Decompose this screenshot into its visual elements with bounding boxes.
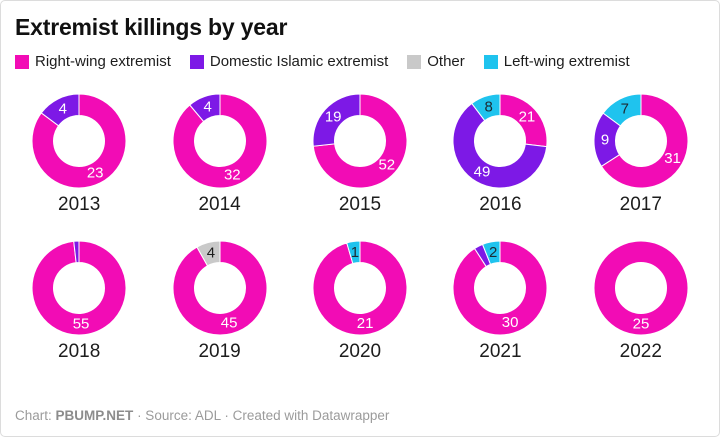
chart-footer: Chart: PBUMP.NET · Source: ADL · Created… — [1, 398, 719, 436]
slice-value-label: 25 — [632, 316, 649, 333]
pie-slice-left-wing-extremist — [346, 240, 361, 265]
donut-2022: 25 2022 — [571, 240, 711, 363]
slice-value-label: 21 — [519, 109, 536, 126]
donut-chart-2017: 31 97 — [593, 93, 689, 189]
slice-value-label: 31 — [664, 150, 681, 167]
legend-label: Domestic Islamic extremist — [209, 53, 389, 71]
slice-value-label: 7 — [620, 101, 628, 118]
legend-label: Right-wing extremist — [35, 53, 171, 71]
donut-chart-2018: 55 — [31, 240, 127, 336]
donut-2016: 21 49 8 2016 — [430, 93, 570, 216]
donut-grid: 23 4 2013 32 4 2014 52 19 2015 21 49 8 2016 31 9 7 2017 5… — [9, 93, 711, 363]
donut-chart-2019: 45 4 — [172, 240, 268, 336]
pie-slice-right-wing-extremist — [452, 240, 548, 336]
donut-2021: 30 2 2021 — [430, 240, 570, 363]
slice-value-label: 8 — [485, 99, 493, 116]
year-label: 2020 — [338, 341, 382, 363]
slice-value-label: 55 — [73, 316, 90, 333]
year-label: 2014 — [198, 194, 241, 216]
pie-slice-right-wing-extremist — [312, 240, 408, 336]
year-label: 2016 — [479, 194, 522, 216]
legend-label: Other — [427, 53, 465, 71]
pie-slice-left-wing-extremist — [482, 240, 501, 266]
donut-chart-2013: 23 4 — [31, 93, 127, 189]
footer-chart-label: Chart: — [15, 408, 52, 423]
donut-2013: 23 4 2013 — [9, 93, 149, 216]
chart-title: Extremist killings by year — [15, 14, 288, 40]
donut-2019: 45 4 2019 — [149, 240, 289, 363]
pie-slice-domestic-islamic-extremist — [40, 93, 80, 127]
donut-chart-2022: 25 — [593, 240, 689, 336]
pie-slice-domestic-islamic-extremist — [188, 93, 221, 123]
footer-source-attribution: · Source: ADL · Created with Datawrapper — [137, 408, 390, 423]
donut-2020: 21 1 2020 — [290, 240, 430, 363]
donut-chart-2014: 32 4 — [172, 93, 268, 189]
slice-value-label: 19 — [325, 109, 342, 126]
year-label: 2021 — [479, 341, 522, 363]
slice-value-label: 49 — [474, 164, 491, 181]
year-label: 2019 — [198, 341, 241, 363]
slice-value-label: 45 — [220, 315, 237, 332]
year-label: 2022 — [619, 341, 662, 363]
legend-item-domestic-islamic-extremist: Domestic Islamic extremist — [189, 53, 389, 71]
donut-2018: 55 2018 — [9, 240, 149, 363]
pie-slice-domestic-islamic-extremist — [73, 240, 80, 264]
legend-label: Left-wing extremist — [503, 53, 630, 71]
slice-value-label: 23 — [87, 165, 104, 182]
legend-item-right-wing-extremist: Right-wing extremist — [15, 53, 171, 70]
pie-slice-domestic-islamic-extremist — [452, 103, 548, 189]
pie-slice-right-wing-extremist — [593, 240, 689, 336]
donut-chart-2020: 21 1 — [312, 240, 408, 336]
pie-slice-right-wing-extremist — [172, 93, 268, 189]
footer-credit: PBUMP.NET — [55, 408, 134, 423]
slice-value-label: 21 — [357, 316, 374, 333]
legend-swatch-other — [407, 54, 422, 69]
year-label: 2015 — [338, 194, 382, 216]
slice-value-label: 1 — [351, 244, 359, 261]
legend-swatch-right-wing-extremist — [15, 54, 29, 69]
donut-2017: 31 9 7 2017 — [571, 93, 711, 216]
slice-value-label: 4 — [59, 101, 67, 118]
donut-chart-2015: 52 19 — [312, 93, 408, 189]
year-label: 2013 — [58, 194, 101, 216]
slice-value-label: 9 — [601, 132, 609, 149]
legend-swatch-domestic-islamic-extremist — [189, 54, 204, 69]
pie-slice-right-wing-extremist — [172, 240, 268, 336]
slice-value-label: 4 — [206, 245, 214, 262]
slice-value-label: 4 — [203, 99, 211, 116]
legend: Right-wing extremist Domestic Islamic ext… — [15, 53, 705, 70]
legend-swatch-left-wing-extremist — [483, 54, 498, 69]
year-label: 2018 — [58, 341, 101, 363]
pie-slice-right-wing-extremist — [31, 240, 127, 336]
slice-value-label: 30 — [502, 314, 519, 331]
donut-2015: 52 19 2015 — [290, 93, 430, 216]
slice-value-label: 52 — [378, 157, 395, 174]
slice-value-label: 2 — [489, 245, 497, 262]
pie-slice-right-wing-extremist — [312, 93, 408, 189]
year-label: 2017 — [619, 194, 662, 216]
pie-slice-domestic-islamic-extremist — [312, 93, 361, 148]
pie-slice-left-wing-extremist — [471, 93, 501, 122]
legend-item-left-wing-extremist: Left-wing extremist — [483, 53, 630, 71]
donut-chart-2021: 30 2 — [452, 240, 548, 336]
slice-value-label: 32 — [224, 167, 241, 184]
pie-slice-right-wing-extremist — [31, 93, 127, 189]
pie-slice-right-wing-extremist — [600, 93, 689, 189]
pie-slice-left-wing-extremist — [602, 93, 642, 128]
donut-2014: 32 4 2014 — [149, 93, 289, 216]
pie-slice-other — [195, 240, 221, 267]
legend-item-other: Other — [407, 53, 465, 70]
donut-chart-2016: 21 49 8 — [452, 93, 548, 189]
